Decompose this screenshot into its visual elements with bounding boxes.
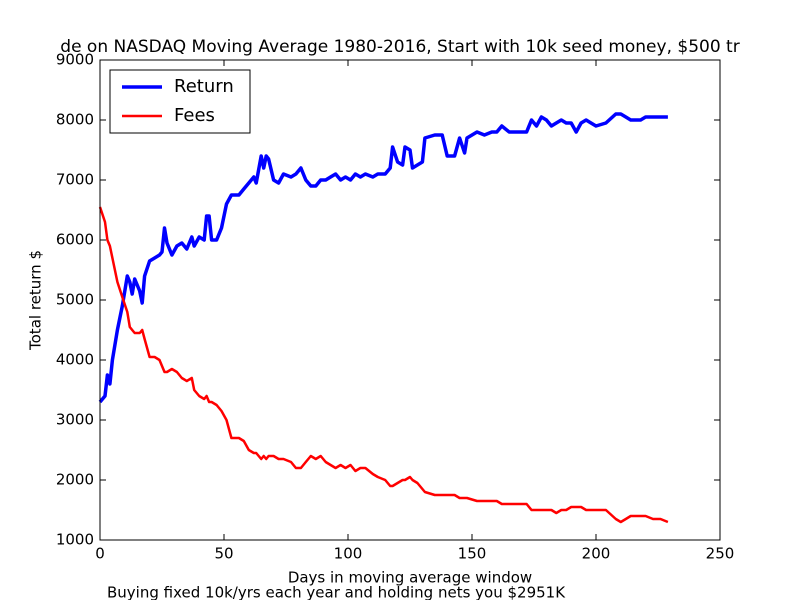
x-tick-label: 0: [95, 545, 105, 563]
y-tick-label: 1000: [56, 531, 94, 549]
y-axis-label: Total return $: [27, 250, 45, 351]
y-tick-label: 5000: [56, 291, 94, 309]
legend-label: Return: [174, 76, 234, 97]
x-tick-label: 150: [458, 545, 487, 563]
x-axis-label: Days in moving average window: [288, 569, 532, 587]
y-tick-label: 6000: [56, 231, 94, 249]
plot-frame: [99, 59, 721, 541]
line-series: [98, 206, 669, 524]
y-tick-label: 4000: [56, 351, 94, 369]
line-series: [98, 112, 668, 404]
y-tick-label: 7000: [56, 171, 94, 189]
chart-title: de on NASDAQ Moving Average 1980-2016, S…: [60, 37, 739, 57]
footnote: Buying fixed 10k/yrs each year and holdi…: [107, 584, 566, 600]
x-tick-label: 100: [334, 545, 363, 563]
legend-box: [109, 69, 251, 134]
x-tick-label: 50: [214, 545, 233, 563]
y-tick-label: 8000: [56, 111, 94, 129]
x-tick-label: 250: [706, 545, 735, 563]
y-tick-label: 9000: [56, 51, 94, 69]
y-tick-label: 3000: [56, 411, 94, 429]
legend-label: Fees: [174, 105, 215, 126]
x-tick-label: 200: [582, 545, 611, 563]
y-tick-label: 2000: [56, 471, 94, 489]
